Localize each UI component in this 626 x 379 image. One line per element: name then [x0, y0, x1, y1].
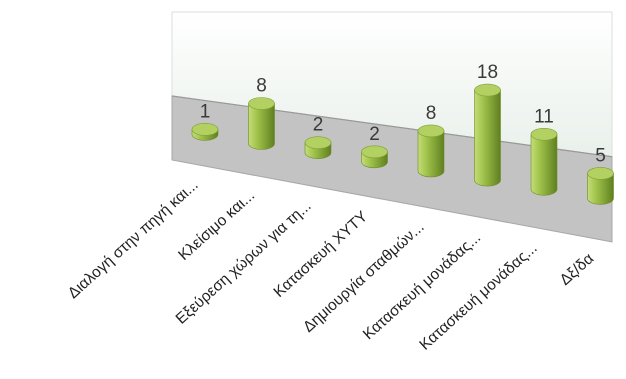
category-label: Δξ/δα: [557, 250, 598, 289]
bar-6: [474, 83, 501, 187]
bar-2: [248, 97, 275, 150]
bar-top: [361, 145, 388, 159]
bar-5: [417, 124, 445, 178]
data-label: 18: [477, 62, 498, 83]
bar-3: [304, 136, 332, 159]
category-label: Διαλογή στην πηγή και...: [65, 176, 202, 302]
bar-top: [304, 136, 332, 149]
bar-4: [361, 145, 388, 169]
bar-body: [417, 130, 445, 178]
data-label: 2: [313, 115, 324, 136]
bar-body: [474, 89, 501, 187]
data-label: 2: [369, 124, 380, 145]
bar-7: [530, 127, 558, 196]
bar-top: [530, 127, 558, 141]
bar-top: [587, 167, 614, 180]
bar-top: [474, 83, 501, 97]
data-label: 8: [426, 103, 437, 124]
data-label: 8: [256, 75, 267, 96]
bar-top: [191, 123, 219, 136]
category-label: Κατασκευή μονάδας...: [360, 229, 484, 343]
bar-body: [587, 173, 614, 205]
data-label: 11: [534, 106, 554, 127]
category-label: Δημιουργία σταθμών...: [300, 219, 428, 336]
category-label: Κατασκευή μονάδας...: [416, 240, 540, 354]
data-label: 1: [200, 101, 211, 122]
data-label: 5: [595, 145, 606, 166]
bar-body: [248, 103, 275, 150]
bar-top: [417, 124, 445, 138]
bar-8: [587, 167, 614, 205]
bar-1: [191, 123, 219, 141]
category-label: Εξεύρεση χώρων για τη...: [173, 197, 315, 327]
bar-top: [248, 97, 275, 110]
bar-body: [530, 133, 558, 196]
bar-series: [191, 83, 614, 205]
